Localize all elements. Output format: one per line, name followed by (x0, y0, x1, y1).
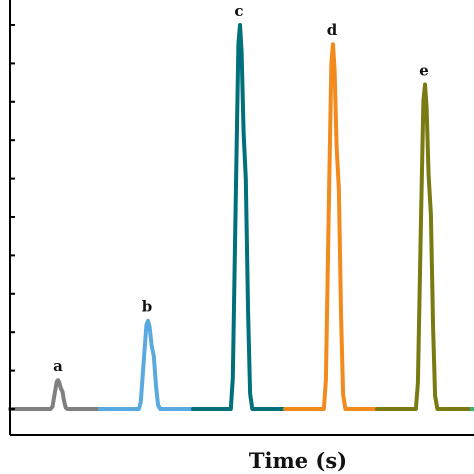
series-trace-e (375, 82, 472, 411)
series-trace-c (191, 23, 287, 411)
series-trace-b (98, 318, 195, 411)
peak-label-a: a (53, 357, 63, 375)
peak-label-b: b (142, 298, 153, 316)
peak-label-e: e (419, 62, 429, 80)
series-trace-d (283, 42, 379, 411)
peak-labels: a b c d e (53, 2, 429, 375)
peak-label-d: d (327, 21, 338, 39)
x-axis-title: Time (s) (249, 448, 347, 473)
series-trace-a (8, 378, 102, 411)
chart-traces (8, 23, 474, 411)
peak-label-c: c (234, 2, 243, 20)
